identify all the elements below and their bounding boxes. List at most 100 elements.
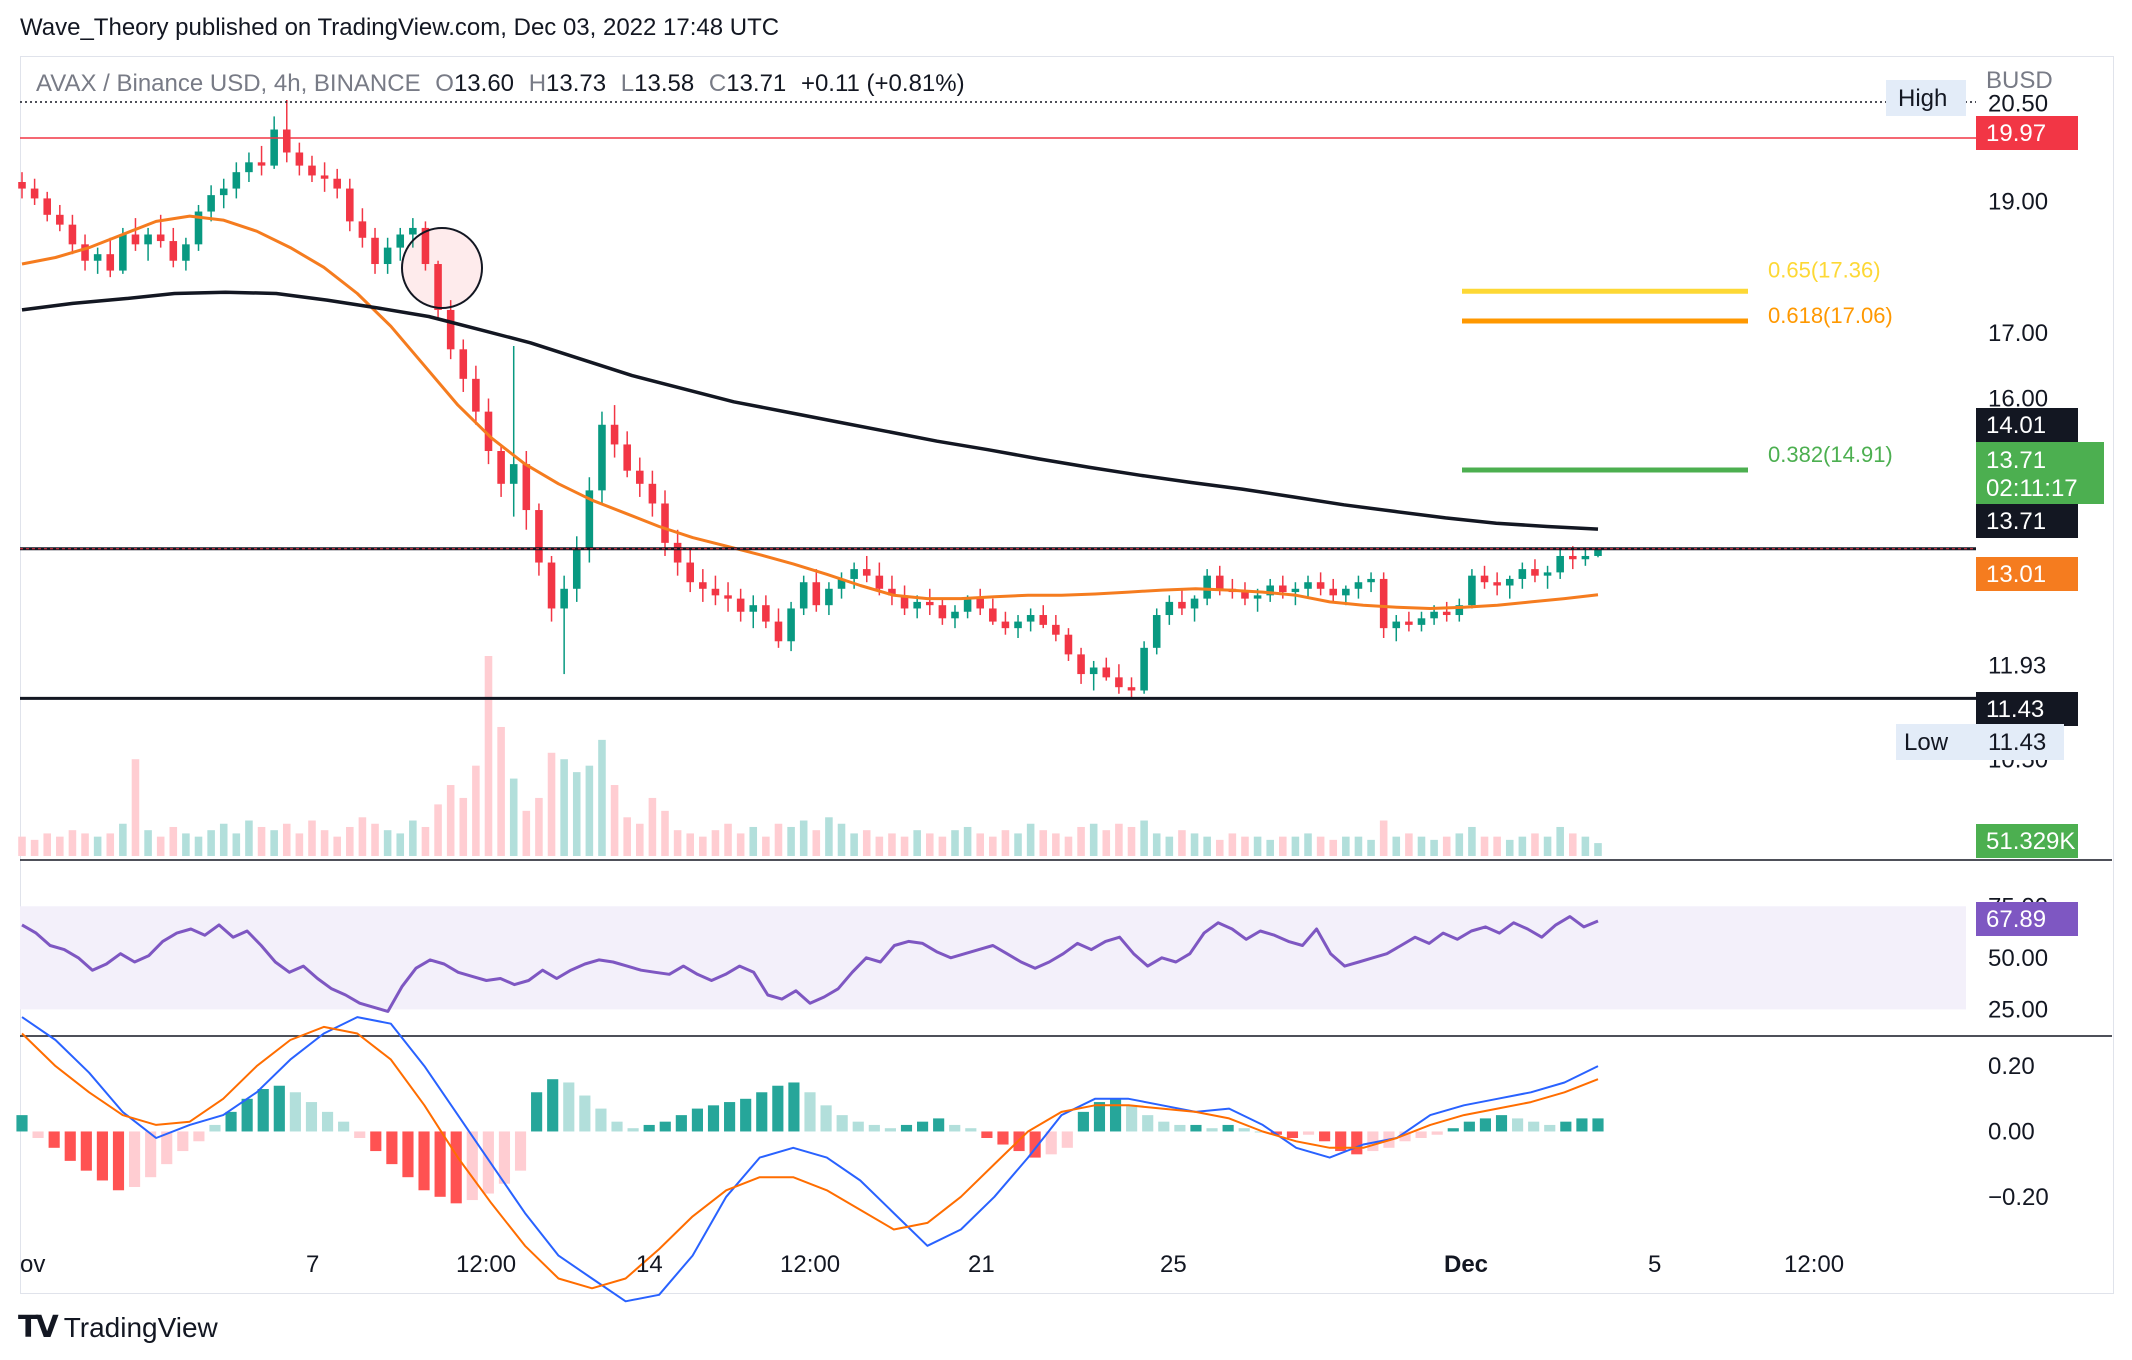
grid	[20, 859, 2112, 1037]
candle-body	[1581, 555, 1590, 560]
macd-histogram-bar	[836, 1115, 848, 1132]
rsi-tick-label: 50.00	[1988, 945, 2048, 972]
candle-body	[43, 198, 51, 215]
macd-histogram-bar	[1061, 1131, 1073, 1148]
candle-body	[535, 510, 543, 563]
volume-bar	[1266, 839, 1274, 856]
macd-histogram-bar	[916, 1121, 929, 1132]
candle-body	[661, 503, 669, 543]
volume-bar	[1127, 826, 1136, 856]
volume-bar	[1379, 820, 1388, 856]
volume-badge-bg	[1976, 824, 2078, 858]
volume-bar	[156, 836, 165, 856]
candle-body	[1165, 601, 1174, 616]
price-tick-label: 11.93	[1988, 653, 2046, 680]
publisher-line: Wave_Theory published on TradingView.com…	[20, 14, 780, 41]
ema50-line	[21, 214, 1599, 610]
candle-body	[1569, 555, 1577, 560]
macd-histogram-bar	[1286, 1131, 1299, 1138]
legend-h-label: H	[528, 70, 547, 97]
volume-bars	[18, 656, 1602, 856]
volume-bar	[68, 830, 77, 856]
candle-body	[182, 244, 190, 261]
candle-body	[1455, 605, 1464, 616]
candle-body	[346, 188, 354, 222]
volume-bar	[1291, 836, 1300, 856]
chart-frame	[20, 56, 2114, 1294]
volume-bar	[333, 836, 341, 856]
tradingview-logo[interactable]: TV TradingView	[18, 1310, 218, 1345]
candle-body	[320, 175, 329, 179]
volume-bar	[648, 797, 657, 856]
candle-body	[610, 424, 619, 445]
volume-bar	[585, 765, 594, 856]
macd-histogram-bar	[1206, 1128, 1218, 1132]
volume-bar	[106, 833, 115, 856]
volume-bar	[472, 765, 480, 856]
volume-bar	[282, 823, 291, 856]
macd-histogram-bar	[788, 1082, 800, 1132]
macd-histogram-bar	[354, 1131, 366, 1138]
legend-low: 13.58	[634, 70, 695, 97]
volume-bar	[1531, 833, 1539, 856]
rsi-tick-label: 25.00	[1988, 996, 2048, 1023]
candle-body	[900, 595, 909, 609]
axis-currency: BUSD	[1986, 67, 2053, 94]
macd-histogram-bar	[1576, 1118, 1588, 1132]
volume-bar	[1518, 836, 1527, 856]
candle-body	[825, 588, 833, 606]
macd-histogram-bar	[595, 1108, 607, 1132]
volume-bar	[862, 830, 871, 856]
volume-bar	[182, 833, 190, 856]
candle-body	[1203, 575, 1211, 599]
volume-bar	[1581, 836, 1590, 856]
legend-open: 13.60	[453, 70, 515, 97]
volume-bar	[295, 833, 304, 856]
candle-body	[862, 569, 871, 576]
macd-histogram-bar	[145, 1131, 157, 1178]
macd-histogram-bar	[96, 1131, 108, 1181]
volume-bar	[799, 820, 808, 856]
macd-histogram-bar	[289, 1092, 301, 1132]
candle-body	[1556, 555, 1564, 573]
candle-body	[736, 598, 745, 612]
volume-bar	[459, 797, 468, 856]
macd-histogram-bar	[1399, 1131, 1411, 1142]
countdown-timer: 02:11:17	[1986, 475, 2078, 502]
volume-bar	[1430, 839, 1438, 856]
candle-body	[1140, 647, 1148, 691]
candle-body	[1367, 578, 1375, 583]
volume-bar	[888, 833, 896, 856]
volume-bar	[18, 836, 26, 856]
candle-body	[1518, 569, 1527, 579]
candle-body	[1493, 582, 1501, 586]
volume-bar	[270, 830, 278, 856]
volume-bar	[623, 817, 631, 856]
volume-bar	[925, 833, 934, 856]
macd-histogram-bar	[466, 1131, 478, 1201]
macd-histogram-bar	[724, 1102, 736, 1132]
candle-body	[434, 264, 442, 310]
macd-histogram-bar	[241, 1098, 253, 1132]
volume-bar	[434, 804, 442, 856]
candle-body	[837, 578, 846, 589]
candle-body	[1026, 615, 1035, 622]
candle-body	[636, 470, 644, 484]
macd-histogram-bar	[1302, 1131, 1315, 1135]
macd-histogram-bar	[112, 1131, 125, 1191]
candle-body	[156, 234, 165, 242]
volume-bar	[446, 785, 455, 856]
volume-bar	[245, 820, 253, 856]
candle-body	[749, 605, 758, 612]
volume-bar	[1253, 836, 1262, 856]
time-tick-label: 5	[1648, 1251, 1661, 1278]
fib-label: 0.65(17.36)	[1768, 257, 1881, 282]
volume-bar	[509, 778, 518, 856]
tradingview-logo-text: TradingView	[63, 1311, 218, 1343]
volume-bar	[484, 656, 493, 856]
low-line-badge: 11.43	[1986, 696, 2044, 723]
macd-histogram-bar	[579, 1095, 591, 1132]
volume-bar	[1342, 836, 1350, 856]
volume-bar	[1215, 839, 1224, 856]
